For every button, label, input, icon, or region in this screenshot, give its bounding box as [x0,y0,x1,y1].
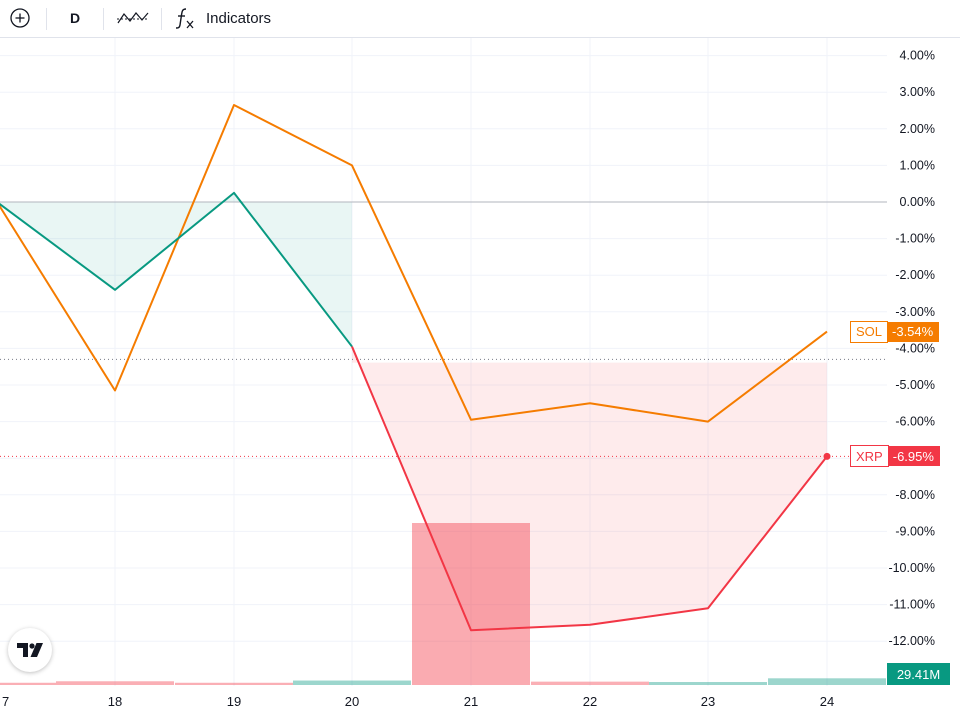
volume-bar [175,682,293,685]
y-tick-label: -3.00% [895,305,935,319]
x-tick-label: 20 [345,694,359,709]
interval-button[interactable]: D [60,4,90,32]
x-tick-label: 7 [2,694,9,709]
volume-bar [531,681,649,685]
badge-series-name: XRP [850,445,889,468]
sol-price-badge: SOL -3.54% [850,320,940,343]
y-tick-label: -10.00% [888,561,935,575]
tradingview-logo[interactable] [8,628,52,672]
volume-bar [649,682,767,685]
xrp-line-up [0,191,353,348]
x-tick-label: 23 [701,694,715,709]
xrp-price-badge: XRP -6.95% [850,445,940,468]
x-axis[interactable]: 7 18 19 20 21 22 23 24 [2,694,834,709]
chart-canvas[interactable]: 4.00% 3.00% 2.00% 1.00% 0.00% -1.00% -2.00% -3.… [0,38,960,720]
y-tick-label: 1.00% [900,158,935,172]
y-tick-label: 2.00% [900,122,935,136]
compare-button[interactable] [112,4,154,32]
volume-bars [0,523,886,685]
y-tick-label: -5.00% [895,378,935,392]
xrp-line-down [351,346,828,632]
x-tick-label: 18 [108,694,122,709]
y-tick-label: 0.00% [900,195,935,209]
y-tick-label: -1.00% [895,232,935,246]
plus-circle-icon [10,8,30,28]
toolbar-divider [161,8,162,30]
x-tick-label: 21 [464,694,478,709]
y-tick-label: -2.00% [895,268,935,282]
volume-bar [56,681,174,685]
x-tick-label: 19 [227,694,241,709]
y-tick-label: 3.00% [900,85,935,99]
y-tick-label: -4.00% [895,341,935,355]
sol-line [0,104,828,423]
compare-icon [117,12,149,24]
series-lines [0,104,831,632]
top-toolbar: D Indicators [0,0,960,38]
function-icon [175,8,194,29]
interval-label: D [69,10,81,26]
x-tick-label: 22 [583,694,597,709]
volume-last-label: 29.41M [887,663,950,685]
y-tick-label: -6.00% [895,415,935,429]
volume-bar [293,680,411,685]
y-tick-label: -9.00% [895,524,935,538]
reference-lines [0,201,887,457]
volume-bar [0,682,56,685]
toolbar-divider [103,8,104,30]
y-tick-label: 4.00% [900,49,935,63]
volume-bar [768,678,886,685]
toolbar-divider [46,8,47,30]
y-tick-label: -11.00% [889,598,935,612]
y-tick-label: -12.00% [888,634,935,648]
y-tick-label: -8.00% [895,488,935,502]
badge-series-name: SOL [850,320,889,343]
badge-value: -6.95% [888,446,940,467]
x-tick-label: 24 [820,694,834,709]
tradingview-logo-icon [17,643,43,657]
xrp-last-point [823,452,831,460]
indicators-label: Indicators [206,9,272,27]
badge-value: -3.54% [888,321,940,342]
xrp-area-up [0,192,352,347]
indicators-button[interactable]: Indicators [172,4,290,32]
volume-bar [412,523,530,685]
add-symbol-button[interactable] [4,4,36,32]
y-axis[interactable]: 4.00% 3.00% 2.00% 1.00% 0.00% -1.00% -2.00% -3.… [888,49,935,649]
